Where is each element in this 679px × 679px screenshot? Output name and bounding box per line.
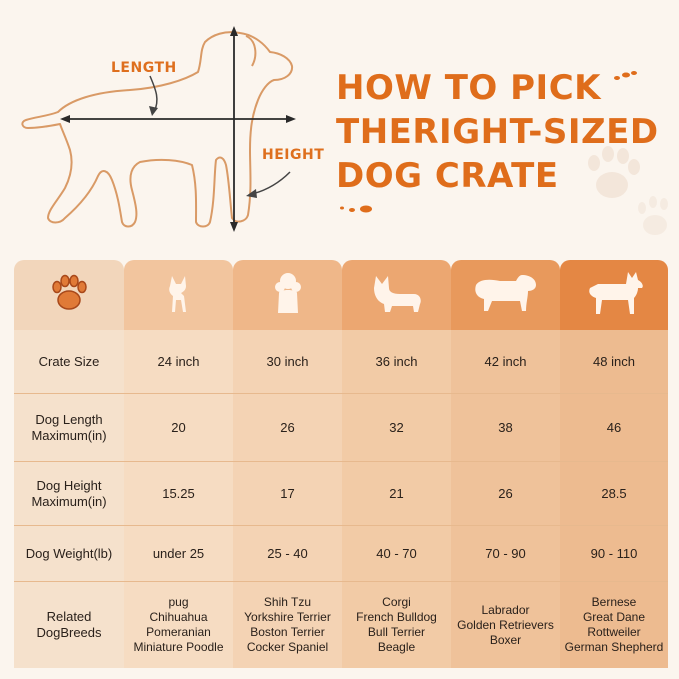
header-cell [560,260,668,330]
breed-name: Miniature Poodle [133,640,224,654]
breed-name: Labrador [481,602,530,617]
breed-name: Boxer [489,632,522,647]
table-cell: 48 inch [560,330,668,394]
table-cell: 15.25 [124,462,233,526]
breed-list: Corgi French Bulldog Bull Terrier Beagle [342,582,451,668]
row-label: Dog Length Maximum(in) [14,394,124,462]
table-cell: 26 [451,462,560,526]
table-cell: 32 [342,394,451,462]
breed-name: Chihuahua [149,610,208,624]
breed-name: Boston Terrier [250,625,325,639]
breed-name: Bull Terrier [367,625,426,639]
breed-name: Yorkshire Terrier [244,610,331,624]
breed-name: Pomeranian [146,625,211,639]
breed-name: Shih Tzu [263,595,312,609]
header-cell [124,260,233,330]
chihuahua-icon [164,272,194,318]
row-label: Dog Weight(lb) [14,526,124,582]
breed-name: Cocker Spaniel [246,640,329,654]
breed-name: Bernese [591,595,637,609]
shepherd-icon [582,270,646,320]
title-line-1: HOW TO PICK [336,68,601,108]
header-cell [451,260,560,330]
table-cell: 40 - 70 [342,526,451,582]
row-label: Related DogBreeds [14,582,124,668]
height-label: HEIGHT [262,147,325,163]
title-line-2: THERIGHT-SIZED [336,112,659,152]
row-label: Dog Height Maximum(in) [14,462,124,526]
breed-name: Great Dane [582,610,646,624]
breed-name: Golden Retrievers [457,617,554,632]
breed-list: Shih Tzu Yorkshire Terrier Boston Terrier C… [233,582,342,668]
table-cell: 17 [233,462,342,526]
row-label: Crate Size [14,330,124,394]
table-cell: 42 inch [451,330,560,394]
table-cell: 36 inch [342,330,451,394]
breed-list: pug Chihuahua Pomeranian Miniature Poodle [124,582,233,668]
table-cell: 25 - 40 [233,526,342,582]
breed-name: Corgi [382,595,411,609]
header-cell [233,260,342,330]
table-cell: 30 inch [233,330,342,394]
dog-measurement-diagram [21,26,668,235]
table-cell: 20 [124,394,233,462]
table-cell: 26 [233,394,342,462]
table-cell: 38 [451,394,560,462]
paw-icon [47,273,91,317]
decorative-dots [340,71,637,213]
table-cell: 28.5 [560,462,668,526]
table-cell: under 25 [124,526,233,582]
breed-list: Bernese Great Dane Rottweiler German Shephe… [560,582,668,668]
breed-name: French Bulldog [356,610,437,624]
table-cell: 46 [560,394,668,462]
table-cell: 70 - 90 [451,526,560,582]
table-cell: 21 [342,462,451,526]
background-paw-icon [638,196,668,235]
breed-name: pug [168,595,189,609]
dog-outline [21,31,294,228]
table-cell: 24 inch [124,330,233,394]
table-cell: 90 - 110 [560,526,668,582]
breed-name: Beagle [377,640,416,654]
breed-list: Labrador Golden Retrievers Boxer [451,582,560,668]
page-title: HOW TO PICK THERIGHT-SIZED DOG CRATE [336,66,676,198]
crate-size-table: Crate Size 24 inch 30 inch 36 inch 42 inch 48… [14,260,668,668]
background-paw-icon [588,146,640,198]
corgi-icon [370,272,424,318]
breed-name: German Shepherd [564,640,664,654]
header-cell [14,260,124,330]
retriever-icon [470,271,542,319]
poodle-icon [270,271,306,319]
title-line-3: DOG CRATE [336,156,559,196]
hero-section: LENGTH HEIGHT HOW TO PICK THERIGHT-SIZED… [0,0,679,255]
header-cell [342,260,451,330]
length-label: LENGTH [111,60,177,76]
breed-name: Rottweiler [587,625,641,639]
